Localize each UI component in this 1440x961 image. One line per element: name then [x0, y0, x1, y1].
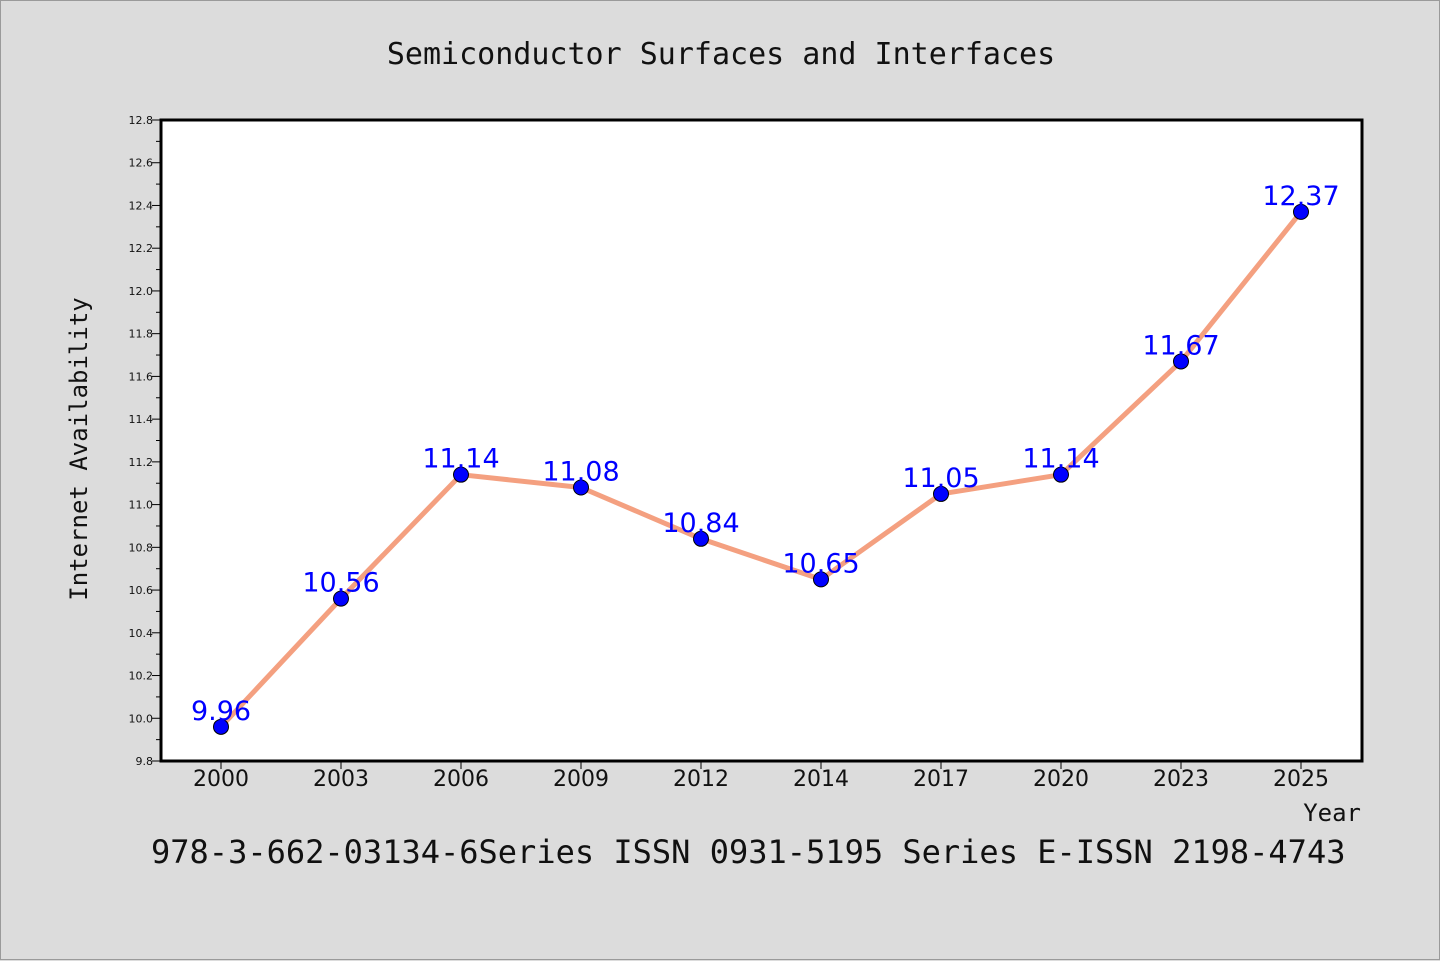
data-labels: 9.96 10.56 11.14 11.08 10.84 10.65 11.05 11.14 1…: [191, 181, 1340, 727]
y-axis: 9.8 10.0 10.2 10.4 10.6 10.8 11.0 11.2 11.4 11.6 1…: [129, 114, 161, 768]
y-tick-label: 9.8: [136, 755, 154, 768]
x-tick-label: 2003: [313, 767, 369, 792]
y-tick-label: 11.4: [129, 413, 154, 426]
data-label: 10.84: [662, 508, 739, 539]
y-tick-label: 10.6: [129, 584, 154, 597]
x-tick-label: 2025: [1273, 767, 1329, 792]
data-label: 9.96: [191, 696, 251, 727]
y-tick-label: 10.4: [129, 627, 154, 640]
y-tick-label: 12.6: [129, 157, 154, 170]
series-line: [219, 210, 1303, 729]
data-point: [693, 530, 709, 547]
y-tick-label: 10.8: [129, 541, 154, 554]
data-point: [453, 466, 469, 483]
x-tick-label: 2014: [793, 767, 849, 792]
footer-text: 978-3-662-03134-6Series ISSN 0931-5195 S…: [151, 833, 1346, 871]
data-point: [1053, 466, 1069, 483]
y-tick-label: 10.0: [129, 712, 154, 725]
data-point: [933, 485, 949, 502]
y-tick-label: 11.8: [129, 328, 154, 341]
y-tick-label: 12.8: [129, 114, 154, 127]
data-point: [333, 590, 349, 607]
data-point: [1173, 353, 1189, 370]
data-label: 10.65: [782, 548, 859, 579]
x-tick-label: 2020: [1033, 767, 1089, 792]
data-point: [1293, 203, 1309, 220]
x-axis-label: Year: [1303, 799, 1361, 827]
y-tick-label: 12.4: [129, 199, 154, 212]
y-tick-label: 12.0: [129, 285, 154, 298]
y-tick-label: 11.2: [129, 456, 154, 469]
series-layer: [213, 203, 1309, 735]
data-label: 11.14: [422, 444, 499, 475]
y-tick-label: 11.0: [129, 499, 154, 512]
data-point: [573, 479, 589, 496]
y-axis-label: Internet Availability: [65, 297, 93, 600]
data-label: 11.05: [902, 463, 979, 494]
x-tick-label: 2023: [1153, 767, 1209, 792]
y-tick-label: 10.2: [129, 670, 154, 683]
x-tick-label: 2017: [913, 767, 969, 792]
x-tick-label: 2000: [193, 767, 249, 792]
x-tick-label: 2009: [553, 767, 609, 792]
data-point: [213, 718, 229, 735]
data-label: 12.37: [1262, 181, 1339, 212]
data-point: [813, 571, 829, 588]
data-label: 11.14: [1022, 444, 1099, 475]
y-tick-label: 12.2: [129, 242, 154, 255]
x-tick-label: 2006: [433, 767, 489, 792]
data-label: 11.67: [1142, 330, 1219, 361]
chart-title: Semiconductor Surfaces and Interfaces: [387, 37, 1055, 72]
x-axis: 2000 2003 2006 2009 2012 2014 2017 2020 2023 2025: [193, 761, 1329, 792]
data-label: 10.56: [302, 568, 379, 599]
y-tick-label: 11.6: [129, 370, 154, 383]
data-label: 11.08: [542, 457, 619, 488]
x-tick-label: 2012: [673, 767, 729, 792]
plot-area: [159, 118, 1364, 763]
